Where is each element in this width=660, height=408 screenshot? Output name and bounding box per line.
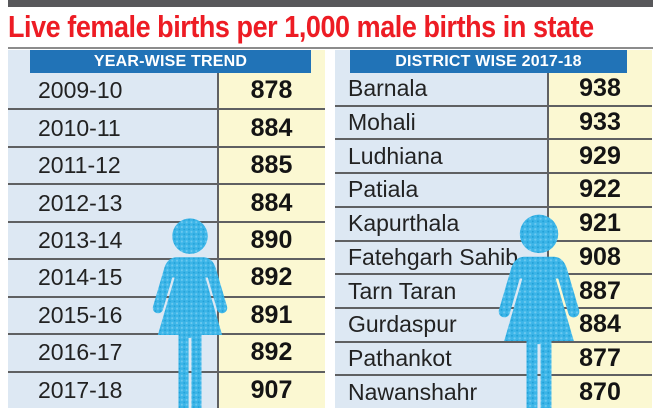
row-label: 2015-16 <box>38 301 123 328</box>
table-row: 2014-15 892 <box>8 260 325 298</box>
table-row: Barnala 938 <box>335 73 652 107</box>
row-label: Pathankot <box>348 344 452 371</box>
row-value: 908 <box>579 242 621 271</box>
district-column-bg <box>335 50 548 408</box>
row-value: 929 <box>579 141 621 170</box>
row-value: 933 <box>579 108 621 137</box>
row-value: 938 <box>579 74 621 103</box>
row-value: 922 <box>579 175 621 204</box>
table-row: Ludhiana 929 <box>335 140 652 175</box>
female-figure-icon <box>498 214 580 408</box>
row-value: 887 <box>579 276 621 305</box>
row-label: 2010-11 <box>38 114 121 141</box>
table-row: Pathankot 877 <box>335 343 652 377</box>
table-row: 2013-14 890 <box>8 223 325 261</box>
row-label: Nawanshahr <box>348 378 478 405</box>
row-value: 890 <box>250 225 293 254</box>
row-value: 870 <box>579 377 621 406</box>
row-value: 892 <box>250 263 293 292</box>
table-row: Nawanshahr 870 <box>335 376 652 408</box>
row-value: 885 <box>250 151 293 180</box>
table-row: Patiala 922 <box>335 174 652 208</box>
table-row: 2010-11 884 <box>8 110 325 148</box>
row-value: 884 <box>250 113 293 142</box>
row-value: 907 <box>250 375 293 404</box>
row-value: 921 <box>579 209 621 238</box>
table-row: 2016-17 892 <box>8 335 325 373</box>
table-row: Mohali 933 <box>335 107 652 141</box>
row-value: 877 <box>579 343 621 372</box>
table-row: Tarn Taran 887 <box>335 275 652 309</box>
row-value: 884 <box>250 188 293 217</box>
table-row: Fatehgarh Sahib 908 <box>335 242 652 276</box>
row-label: Barnala <box>348 75 428 102</box>
district-wise-table: DISTRICT WISE 2017-18 Barnala 938 Mohali 93… <box>335 50 652 408</box>
top-accent-bar <box>8 0 653 7</box>
table-row: 2011-12 885 <box>8 148 325 186</box>
row-label: Mohali <box>348 109 416 136</box>
row-value: 884 <box>579 310 621 339</box>
title-divider <box>8 47 653 49</box>
row-label: 2012-13 <box>38 189 123 216</box>
row-value: 878 <box>250 76 293 105</box>
row-label: 2016-17 <box>38 339 123 366</box>
table-row: Kapurthala 921 <box>335 208 652 242</box>
year-table-column-divider <box>217 50 219 408</box>
row-label: 2013-14 <box>38 226 123 253</box>
female-figure-icon <box>152 218 228 408</box>
district-value-column-bg <box>548 50 652 408</box>
year-wise-table: YEAR-WISE TREND 2009-10 878 2010-11 884 2011… <box>8 50 325 408</box>
district-table-rows: Barnala 938 Mohali 933 Ludhiana 929 Patiala 922… <box>335 73 652 408</box>
row-label: Kapurthala <box>348 210 460 237</box>
row-label: Fatehgarh Sahib <box>348 243 519 270</box>
row-label: 2009-10 <box>38 77 123 104</box>
row-value: 891 <box>250 300 293 329</box>
row-label: Gurdaspur <box>348 311 457 338</box>
row-value: 892 <box>250 338 293 367</box>
district-table-header: DISTRICT WISE 2017-18 <box>350 50 627 73</box>
row-label: 2014-15 <box>38 264 123 291</box>
table-row: 2009-10 878 <box>8 73 325 111</box>
table-row: Gurdaspur 884 <box>335 309 652 343</box>
table-row: 2012-13 884 <box>8 185 325 223</box>
row-label: 2011-12 <box>38 152 121 179</box>
row-label: Tarn Taran <box>348 277 457 304</box>
page-title: Live female births per 1,000 male births… <box>8 9 594 44</box>
year-table-header: YEAR-WISE TREND <box>30 50 311 73</box>
row-label: 2017-18 <box>38 376 123 403</box>
table-row: 2017-18 907 <box>8 373 325 408</box>
row-label: Ludhiana <box>348 142 443 169</box>
year-table-rows: 2009-10 878 2010-11 884 2011-12 885 2012-13 884… <box>8 73 325 408</box>
row-label: Patiala <box>348 176 419 203</box>
